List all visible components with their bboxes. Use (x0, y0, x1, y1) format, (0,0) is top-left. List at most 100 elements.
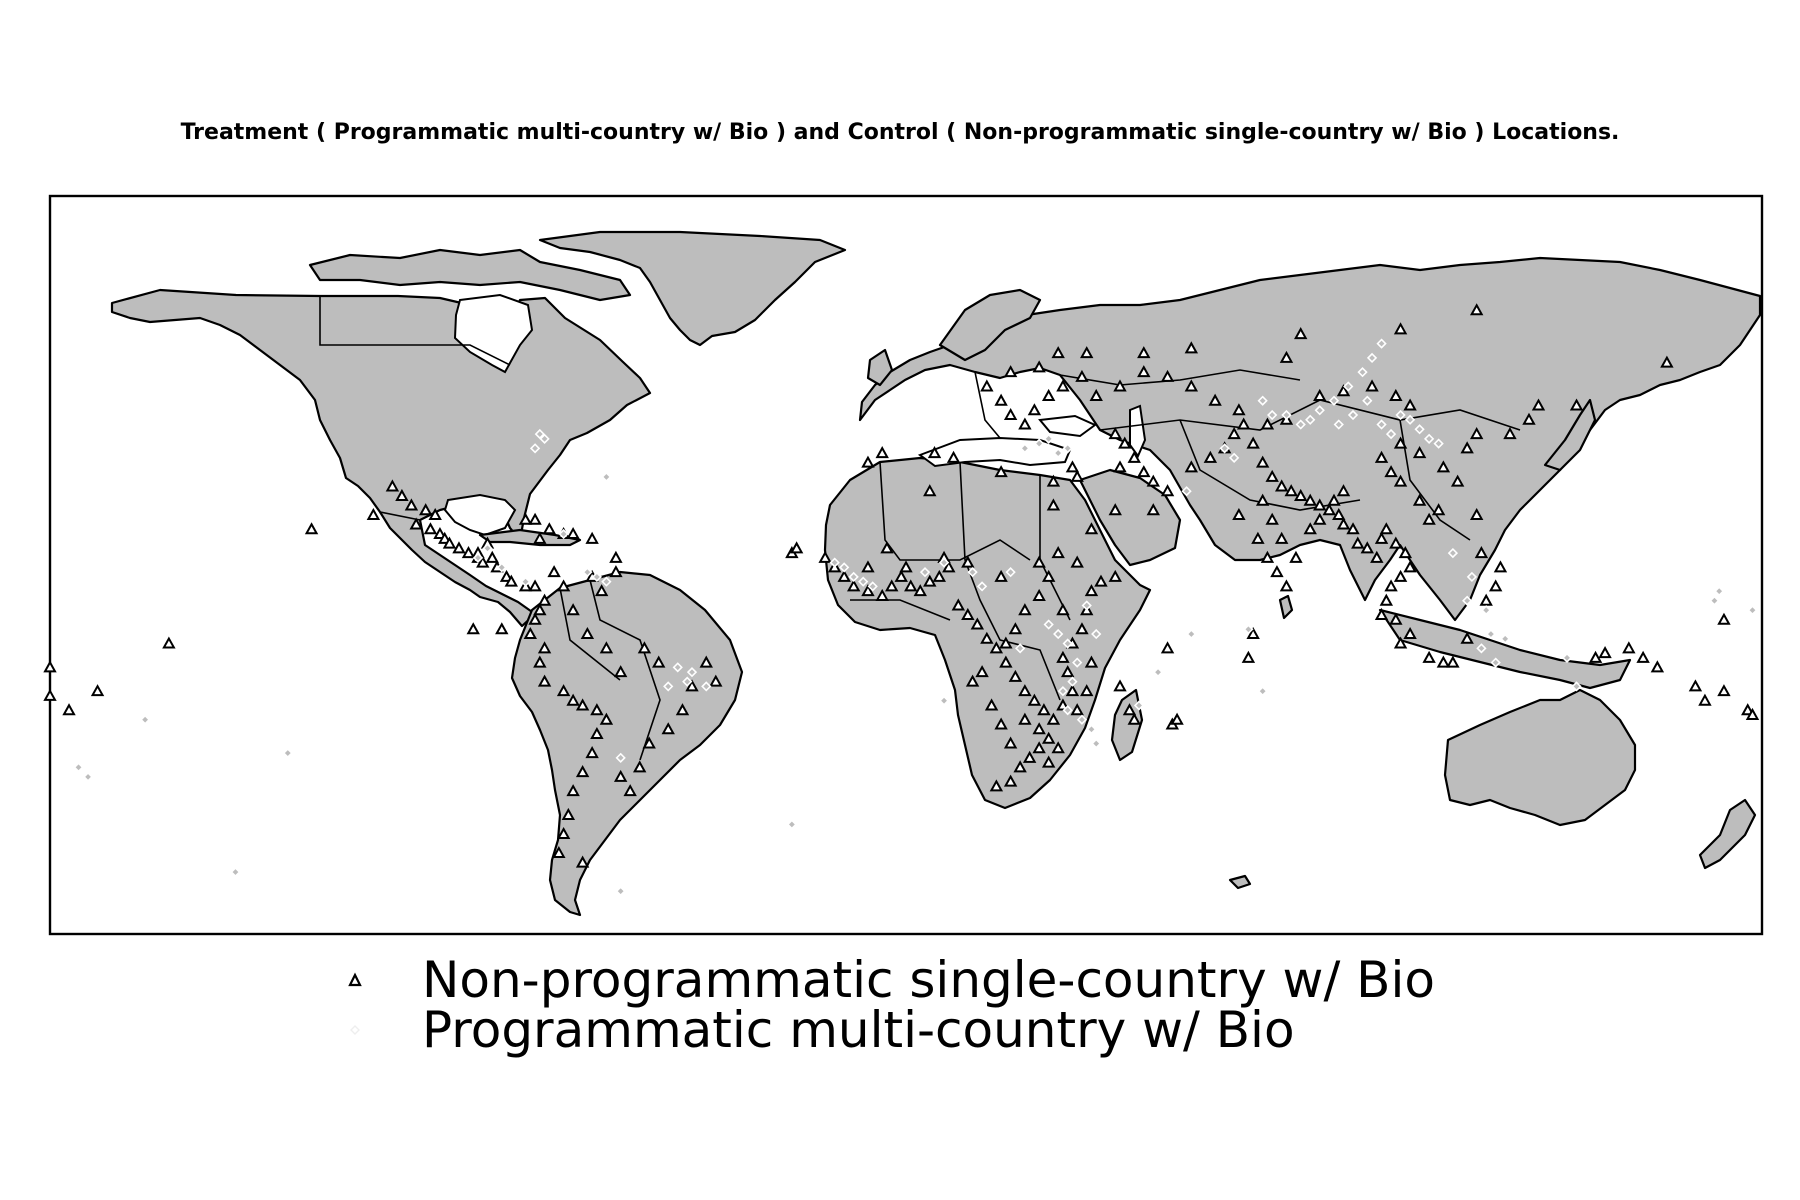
black-sea (1038, 414, 1097, 438)
programmatic-marker (1714, 586, 1725, 597)
programmatic-marker (1133, 700, 1145, 711)
nonprogrammatic-marker (1360, 541, 1374, 554)
nonprogrammatic-marker (1113, 679, 1127, 692)
nonprogrammatic-marker (1379, 593, 1394, 606)
nonprogrammatic-marker (1469, 507, 1484, 521)
nonprogrammatic-marker (542, 522, 557, 535)
nonprogrammatic-marker (556, 826, 571, 840)
nonprogrammatic-marker (1469, 303, 1484, 316)
nonprogrammatic-marker (552, 845, 566, 859)
nonprogrammatic-marker (528, 579, 542, 592)
nonprogrammatic-marker (566, 526, 580, 540)
nonprogrammatic-marker (1260, 550, 1275, 563)
nonprogrammatic-marker (709, 674, 723, 687)
nonprogrammatic-marker (1313, 512, 1327, 525)
nonprogrammatic-marker (304, 522, 319, 535)
nonprogrammatic-marker (789, 541, 804, 554)
nonprogrammatic-marker (1003, 407, 1018, 421)
nonprogrammatic-marker (1018, 712, 1032, 725)
nonprogrammatic-marker (1018, 417, 1032, 430)
programmatic-marker (839, 562, 850, 573)
nonprogrammatic-marker (1741, 703, 1755, 716)
nonprogrammatic-marker (613, 665, 628, 678)
nonprogrammatic-marker (875, 588, 889, 601)
programmatic-marker (472, 552, 484, 563)
nonprogrammatic-marker (1393, 436, 1408, 449)
legend-item-nonprogrammatic: Non-programmatic single-country w/ Bio (340, 955, 1435, 1005)
nonprogrammatic-marker (861, 455, 875, 468)
nonprogrammatic-marker (818, 550, 832, 563)
nonprogrammatic-marker (632, 760, 647, 773)
nonprogrammatic-marker (1003, 774, 1018, 787)
nonprogrammatic-marker (1384, 465, 1398, 478)
nonprogrammatic-marker (1274, 531, 1289, 544)
nonprogrammatic-marker (1051, 546, 1065, 559)
programmatic-marker (230, 866, 241, 878)
nonprogrammatic-marker (1075, 369, 1089, 382)
nonprogrammatic-marker (913, 584, 927, 597)
nonprogrammatic-marker (623, 784, 637, 797)
nonprogrammatic-marker (1070, 555, 1084, 568)
nonprogrammatic-marker (90, 684, 105, 697)
programmatic-marker (529, 443, 541, 454)
nonprogrammatic-marker (62, 703, 76, 716)
nonprogrammatic-marker (1113, 460, 1127, 473)
nonprogrammatic-marker (1403, 626, 1417, 640)
nonprogrammatic-marker (1374, 531, 1389, 544)
programmatic-marker (1305, 414, 1316, 425)
programmatic-marker (938, 695, 950, 706)
nonprogrammatic-marker (518, 512, 533, 525)
nonprogrammatic-marker (942, 560, 956, 573)
programmatic-marker (1005, 567, 1016, 578)
triangle-marker-icon (340, 972, 370, 988)
nonprogrammatic-marker (1503, 427, 1517, 440)
nonprogrammatic-marker (1412, 493, 1427, 506)
nonprogrammatic-marker (452, 541, 466, 554)
programmatic-marker (1295, 419, 1306, 430)
programmatic-marker (976, 581, 988, 592)
nonprogrammatic-marker (533, 603, 547, 616)
nonprogrammatic-marker (533, 531, 547, 544)
nonprogrammatic-marker (366, 507, 381, 521)
nonprogrammatic-marker (1070, 703, 1084, 716)
nonprogrammatic-marker (1374, 607, 1389, 620)
nonprogrammatic-marker (609, 550, 623, 563)
sri-lanka-landmass (1278, 594, 1294, 620)
nonprogrammatic-marker (599, 641, 614, 654)
antarctic-peninsula (1228, 874, 1252, 890)
nonprogrammatic-marker (1084, 655, 1099, 668)
programmatic-marker (1395, 409, 1406, 421)
nonprogrammatic-marker (1403, 560, 1417, 573)
nonprogrammatic-marker (523, 626, 538, 640)
programmatic-marker (1067, 676, 1078, 687)
nonprogrammatic-marker (1412, 446, 1427, 459)
programmatic-marker (1328, 395, 1340, 406)
nonprogrammatic-marker (556, 684, 571, 697)
programmatic-marker (1376, 338, 1387, 349)
programmatic-marker (682, 676, 693, 687)
nonprogrammatic-marker (1474, 546, 1489, 559)
nonprogrammatic-marker (1294, 488, 1308, 501)
nonprogrammatic-marker (994, 717, 1008, 730)
programmatic-marker (1333, 419, 1344, 430)
nonprogrammatic-marker (1032, 555, 1046, 568)
nonprogrammatic-marker (1118, 436, 1132, 449)
nonprogrammatic-marker (1313, 388, 1327, 401)
madagascar-landmass (1110, 688, 1144, 762)
nonprogrammatic-marker (537, 593, 552, 606)
australia-landmass (1443, 688, 1637, 827)
nonprogrammatic-marker (1056, 650, 1070, 663)
programmatic-marker (1500, 633, 1511, 644)
nonprogrammatic-marker (1279, 350, 1294, 363)
programmatic-marker (1034, 438, 1045, 449)
nonprogrammatic-marker (1113, 379, 1127, 392)
programmatic-marker (482, 543, 493, 554)
nonprogrammatic-marker (1146, 474, 1160, 487)
programmatic-marker (1091, 628, 1102, 640)
nonprogrammatic-marker (1122, 703, 1137, 716)
nonprogrammatic-marker (423, 522, 438, 535)
programmatic-marker (1019, 443, 1031, 454)
programmatic-marker (1053, 447, 1064, 459)
programmatic-marker (672, 662, 683, 673)
japan-landmass (1543, 398, 1597, 472)
